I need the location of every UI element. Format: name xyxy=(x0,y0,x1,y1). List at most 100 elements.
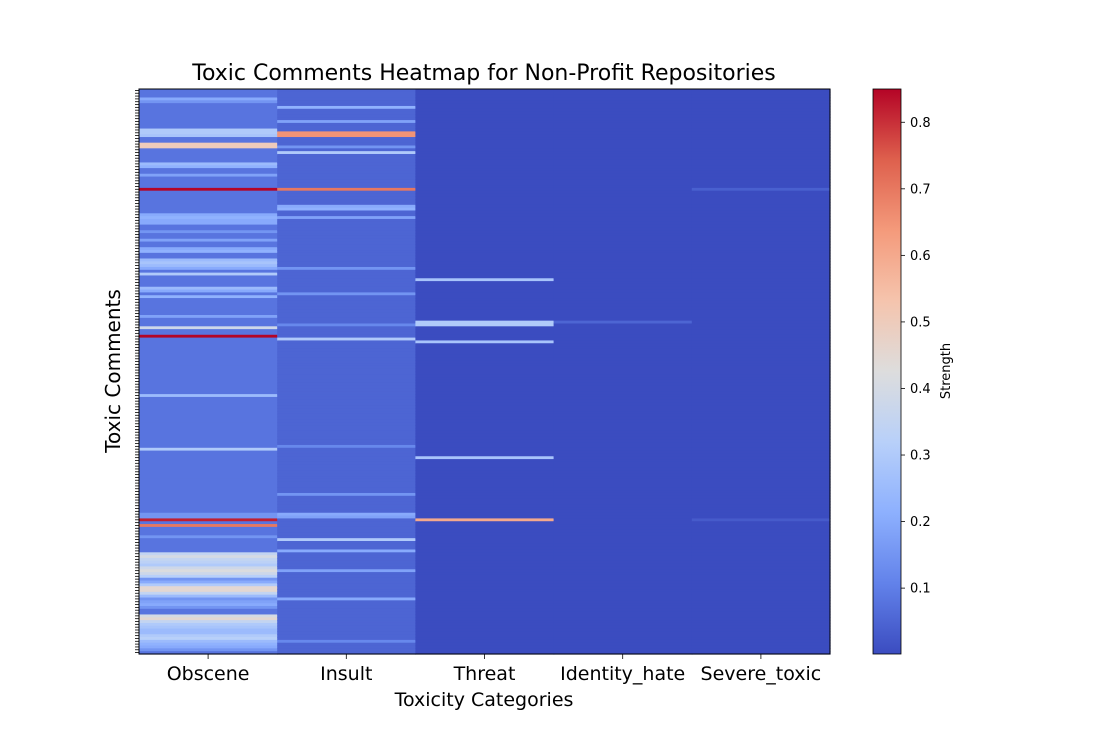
heatmap-cell xyxy=(691,266,831,271)
heatmap-cell xyxy=(553,323,693,327)
heatmap-cell xyxy=(415,591,555,596)
heatmap-cell xyxy=(415,360,555,364)
heatmap-cell xyxy=(139,447,278,452)
heatmap-cell xyxy=(139,583,278,587)
heatmap-cell xyxy=(277,538,416,542)
heatmap-cell xyxy=(553,447,693,452)
colorbar-tick-label: 0.2 xyxy=(910,515,931,530)
heatmap-cell xyxy=(691,512,831,517)
heatmap-cell xyxy=(691,461,831,466)
heatmap-cell xyxy=(553,577,693,582)
heatmap-cell xyxy=(139,473,278,477)
heatmap-cell xyxy=(139,365,278,370)
heatmap-cell xyxy=(691,416,831,421)
heatmap-cell xyxy=(277,241,416,245)
heatmap-cell xyxy=(415,153,555,158)
heatmap-cell xyxy=(415,114,555,118)
heatmap-cell xyxy=(691,439,831,443)
heatmap-cell xyxy=(691,538,831,542)
heatmap-cell xyxy=(553,487,693,491)
heatmap-cell xyxy=(139,515,278,520)
heatmap-cell xyxy=(553,637,693,641)
heatmap-cell xyxy=(277,230,416,234)
heatmap-cell xyxy=(415,131,555,135)
heatmap-cell xyxy=(553,117,693,121)
heatmap-cell xyxy=(415,334,555,339)
heatmap-cell xyxy=(553,642,693,647)
heatmap-cell xyxy=(277,125,416,130)
heatmap-cell xyxy=(691,377,831,381)
heatmap-cell xyxy=(139,168,278,172)
heatmap-cell xyxy=(553,89,693,93)
heatmap-cell xyxy=(415,634,555,638)
heatmap-cell xyxy=(277,382,416,387)
heatmap-cell xyxy=(277,512,416,517)
heatmap-cell xyxy=(553,546,693,551)
heatmap-cell xyxy=(691,196,831,200)
heatmap-cell xyxy=(415,264,555,268)
heatmap-cell xyxy=(691,173,831,178)
heatmap-cell xyxy=(691,128,831,132)
heatmap-cell xyxy=(691,94,831,99)
heatmap-cell xyxy=(553,266,693,271)
heatmap-cell xyxy=(691,487,831,491)
heatmap-cell xyxy=(139,331,278,336)
heatmap-cell xyxy=(691,100,831,104)
heatmap-cell xyxy=(553,461,693,466)
heatmap-cell xyxy=(691,560,831,565)
heatmap-cell xyxy=(277,391,416,395)
heatmap-cell xyxy=(553,261,693,265)
heatmap-cell xyxy=(277,176,416,180)
heatmap-cell xyxy=(415,357,555,361)
heatmap-cell xyxy=(139,481,278,486)
heatmap-cell xyxy=(139,391,278,395)
heatmap-cell xyxy=(139,210,278,214)
heatmap-cell xyxy=(553,139,693,144)
heatmap-cell xyxy=(691,591,831,596)
heatmap-cell xyxy=(553,470,693,474)
heatmap-cell xyxy=(139,258,278,262)
heatmap-cell xyxy=(691,631,831,635)
heatmap-cell xyxy=(139,103,278,107)
heatmap-cell xyxy=(415,343,555,347)
heatmap-cell xyxy=(139,529,278,534)
heatmap-cell xyxy=(415,103,555,107)
heatmap-cell xyxy=(415,538,555,542)
heatmap-cell xyxy=(277,122,416,127)
heatmap-cell xyxy=(691,529,831,534)
heatmap-cell xyxy=(691,639,831,644)
heatmap-cell xyxy=(277,306,416,310)
heatmap-cell xyxy=(691,541,831,545)
heatmap-cell xyxy=(553,213,693,217)
heatmap-cell xyxy=(553,187,693,192)
heatmap-cell xyxy=(415,218,555,223)
heatmap-cell xyxy=(553,532,693,536)
heatmap-cell xyxy=(415,207,555,212)
heatmap-cell xyxy=(415,187,555,192)
heatmap-cell xyxy=(553,210,693,214)
heatmap-cell xyxy=(415,204,555,209)
heatmap-cell xyxy=(139,368,278,373)
heatmap-cell xyxy=(139,605,278,610)
heatmap-cell xyxy=(277,351,416,356)
heatmap-cell xyxy=(553,569,693,573)
heatmap-cell xyxy=(553,611,693,616)
heatmap-cell xyxy=(277,651,416,655)
heatmap-cell xyxy=(553,422,693,426)
heatmap-cell xyxy=(139,388,278,392)
heatmap-cell xyxy=(277,532,416,536)
heatmap-cell xyxy=(691,617,831,621)
heatmap-cell xyxy=(415,329,555,333)
heatmap-cell xyxy=(139,176,278,180)
heatmap-cell xyxy=(139,379,278,384)
heatmap-cell xyxy=(415,142,555,147)
heatmap-cell xyxy=(553,346,693,350)
heatmap-cell xyxy=(691,199,831,203)
colorbar-label: Strength xyxy=(939,343,954,399)
heatmap-cell xyxy=(139,524,278,528)
heatmap-cell xyxy=(139,572,278,576)
heatmap-cell xyxy=(139,111,278,116)
heatmap-cell xyxy=(415,577,555,582)
heatmap-cell xyxy=(277,411,416,415)
heatmap-cell xyxy=(277,264,416,268)
